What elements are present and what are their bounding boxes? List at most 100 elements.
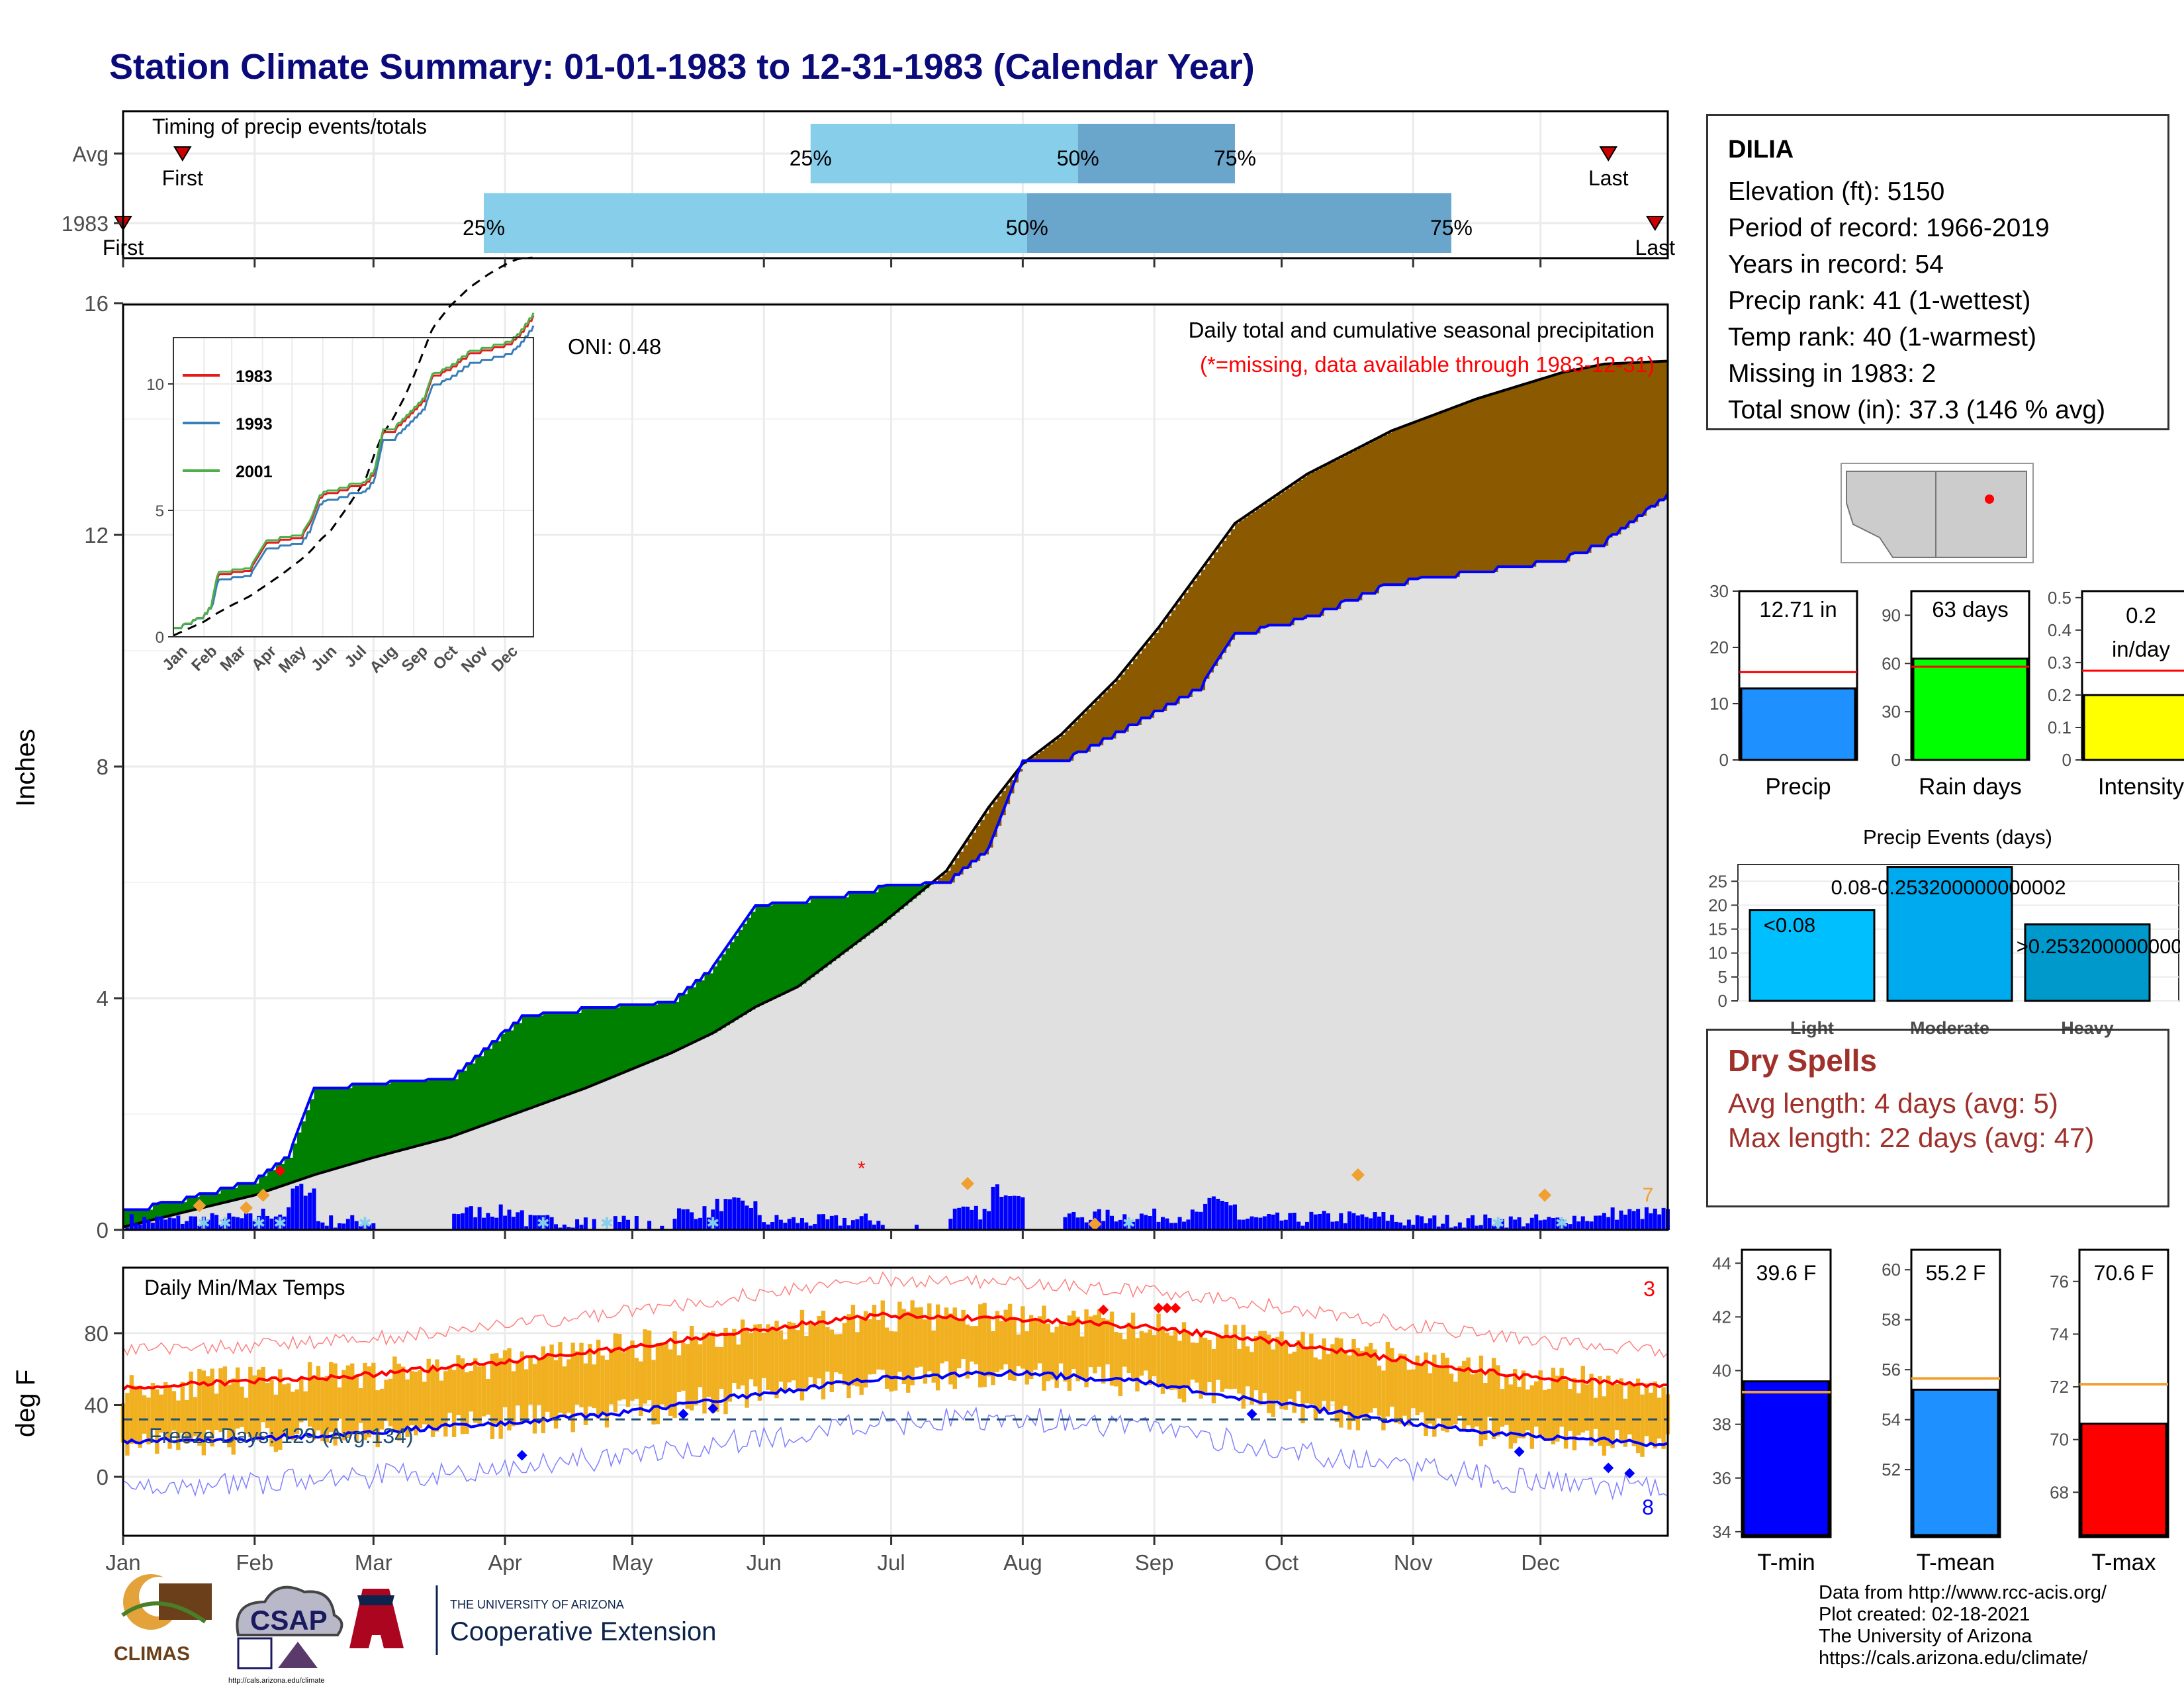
precip-daily-bar — [1529, 1217, 1534, 1230]
precip-daily-bar — [957, 1207, 962, 1230]
precip-oni: ONI: 0.48 — [568, 334, 661, 359]
precip-daily-bar — [1330, 1221, 1335, 1230]
precip-daily-bar — [218, 1225, 223, 1230]
precip-y-tick-label: 16 — [84, 291, 109, 316]
precip-daily-bar — [1564, 1223, 1569, 1230]
temps-daily-range-bar — [295, 1389, 300, 1434]
inset-y-tick-label: 10 — [146, 376, 164, 394]
precip-daily-bar — [240, 1218, 244, 1230]
logos: CLIMAS CSAP http://cals.arizona.edu/clim… — [114, 1574, 716, 1685]
temps-daily-range-bar — [1419, 1364, 1424, 1413]
temps-daily-range-bar — [999, 1321, 1004, 1370]
precip-daily-bar — [817, 1214, 821, 1230]
temps-daily-range-bar — [1504, 1376, 1509, 1425]
mini-precip-charts: 0 10 20 30 12.71 in Precip 0 30 60 90 63 days Rain … — [1709, 581, 2184, 800]
precip-daily-bar — [715, 1198, 719, 1230]
timing-last-marker — [1599, 146, 1617, 162]
precip-daily-bar — [1513, 1219, 1518, 1230]
precip-daily-bar — [808, 1225, 813, 1230]
precip-daily-bar — [948, 1219, 953, 1230]
precip-daily-bar — [1220, 1200, 1224, 1230]
temps-daily-range-bar — [1322, 1338, 1326, 1401]
temps-daily-range-bar — [273, 1394, 279, 1452]
precip-daily-bar — [626, 1219, 631, 1230]
precip-daily-bar — [1241, 1219, 1246, 1230]
precip-daily-bar — [1326, 1213, 1331, 1230]
precip-daily-bar — [1275, 1212, 1280, 1230]
temps-daily-range-bar — [643, 1329, 647, 1404]
month-label: Jul — [877, 1550, 905, 1575]
climas-logo-text: CLIMAS — [114, 1643, 190, 1665]
precip-daily-bar — [685, 1209, 690, 1230]
precip-daily-bar — [155, 1216, 159, 1230]
temps-daily-range-bar — [146, 1397, 151, 1445]
precip-daily-bar — [1297, 1221, 1301, 1230]
temps-daily-range-bar — [218, 1368, 223, 1432]
precip-daily-bar — [150, 1223, 155, 1230]
temps-daily-range-bar — [935, 1304, 940, 1391]
temps-record-low-marker — [1246, 1409, 1257, 1420]
temps-daily-range-bar — [197, 1368, 202, 1446]
precip-daily-bar — [291, 1188, 295, 1230]
mini-temp-charts: 34 36 38 40 42 44 39.6 F T-min 52 54 56 58 60 55.2 F T… — [1712, 1248, 2169, 1575]
temps-daily-range-bar — [923, 1319, 928, 1384]
precip-daily-bar — [1402, 1225, 1407, 1230]
mini-precip-y-tick-label: 10 — [1709, 694, 1729, 714]
precip-1983-cumulative-line — [123, 492, 1669, 1211]
precip-above-normal-area — [123, 761, 1027, 1227]
precip-daily-bar — [494, 1217, 499, 1230]
mini-precip-y-tick-label: 0 — [2062, 750, 2071, 770]
temps-daily-range-bar — [341, 1370, 346, 1441]
precip-snow-marker: ✱ — [273, 1215, 287, 1233]
temps-daily-range-bar — [396, 1364, 401, 1441]
map-state-new-mexico — [1935, 471, 2027, 558]
ua-big-text: Cooperative Extension — [450, 1617, 716, 1646]
temps-daily-range-bar — [1521, 1370, 1526, 1438]
month-label: Jun — [747, 1550, 782, 1575]
temps-daily-range-bar — [859, 1316, 864, 1395]
timing-row-label: Avg — [72, 142, 109, 166]
precip-daily-bar — [1347, 1211, 1352, 1230]
temps-daily-range-bar — [812, 1325, 817, 1388]
precip-daily-bar — [1644, 1207, 1649, 1230]
temps-daily-range-bar — [456, 1355, 461, 1415]
temps-daily-range-bar — [1627, 1382, 1632, 1434]
precip-daily-bar — [1016, 1196, 1021, 1230]
precip-daily-bar — [741, 1200, 745, 1230]
precip-daily-bar — [1177, 1217, 1182, 1230]
precip-daily-bar — [1292, 1213, 1297, 1230]
precip-daily-bar — [338, 1223, 342, 1230]
temps-daily-range-bar — [447, 1366, 452, 1413]
temps-daily-range-bar — [634, 1358, 639, 1399]
mini-precip-value-label: 63 days — [1932, 597, 2009, 622]
precip-daily-bar — [1075, 1217, 1080, 1230]
temps-daily-range-bar — [1007, 1303, 1013, 1381]
precip-snow-marker: ✱ — [197, 1215, 210, 1233]
temps-daily-range-bar — [1635, 1378, 1641, 1454]
temps-daily-range-bar — [490, 1353, 495, 1440]
precip-daily-bar — [1300, 1225, 1305, 1230]
precip-daily-bar — [1538, 1220, 1543, 1230]
temps-y-axis-label: deg F — [11, 1370, 40, 1437]
mini-precip-y-tick-label: 30 — [1709, 581, 1729, 601]
station-snow: Total snow (in): 37.3 (146 % avg) — [1728, 396, 2106, 424]
mini-temp-y-tick-label: 72 — [2050, 1377, 2069, 1397]
precip-daily-bar — [1394, 1221, 1398, 1230]
temps-daily-range-bar — [757, 1324, 762, 1401]
precip-daily-bar — [974, 1205, 978, 1230]
temps-daily-range-bar — [320, 1377, 325, 1442]
mini-temp-bar — [1743, 1380, 1830, 1536]
temps-daily-range-bar — [1529, 1385, 1535, 1449]
precip-daily-bar — [1003, 1195, 1008, 1230]
dry-spells-title: Dry Spells — [1728, 1043, 1877, 1078]
temps-daily-range-bar — [1016, 1335, 1021, 1366]
temps-daily-range-bar — [451, 1370, 457, 1438]
events-y-tick-label: 0 — [1718, 991, 1727, 1011]
temps-daily-range-bar — [1101, 1317, 1106, 1384]
temps-daily-range-bar — [1186, 1333, 1191, 1387]
temps-daily-range-bar — [970, 1326, 974, 1362]
temps-daily-range-bar — [715, 1346, 719, 1412]
precip-daily-bar — [579, 1225, 584, 1230]
temps-daily-range-bar — [532, 1364, 537, 1434]
temps-daily-range-bar — [1368, 1342, 1373, 1413]
